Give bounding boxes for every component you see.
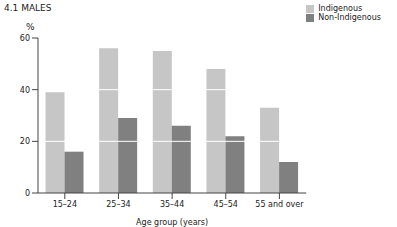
- svg-text:55 and over: 55 and over: [255, 200, 304, 209]
- svg-text:15–24: 15–24: [53, 200, 77, 209]
- svg-text:25–34: 25–34: [106, 200, 130, 209]
- html-text:Indigenous: Indigenous: [318, 4, 363, 13]
- html-text:Non-Indigenous: Non-Indigenous: [318, 13, 381, 22]
- html-text:4.1 MALES: 4.1 MALES: [4, 3, 52, 13]
- svg-text:40: 40: [20, 86, 30, 95]
- svg-text:60: 60: [20, 34, 30, 43]
- svg-text:Age group (years): Age group (years): [136, 218, 208, 227]
- svg-text:35–44: 35–44: [160, 200, 184, 209]
- svg-text:45–54: 45–54: [214, 200, 238, 209]
- svg-text:0: 0: [25, 189, 30, 198]
- svg-text:20: 20: [20, 137, 30, 146]
